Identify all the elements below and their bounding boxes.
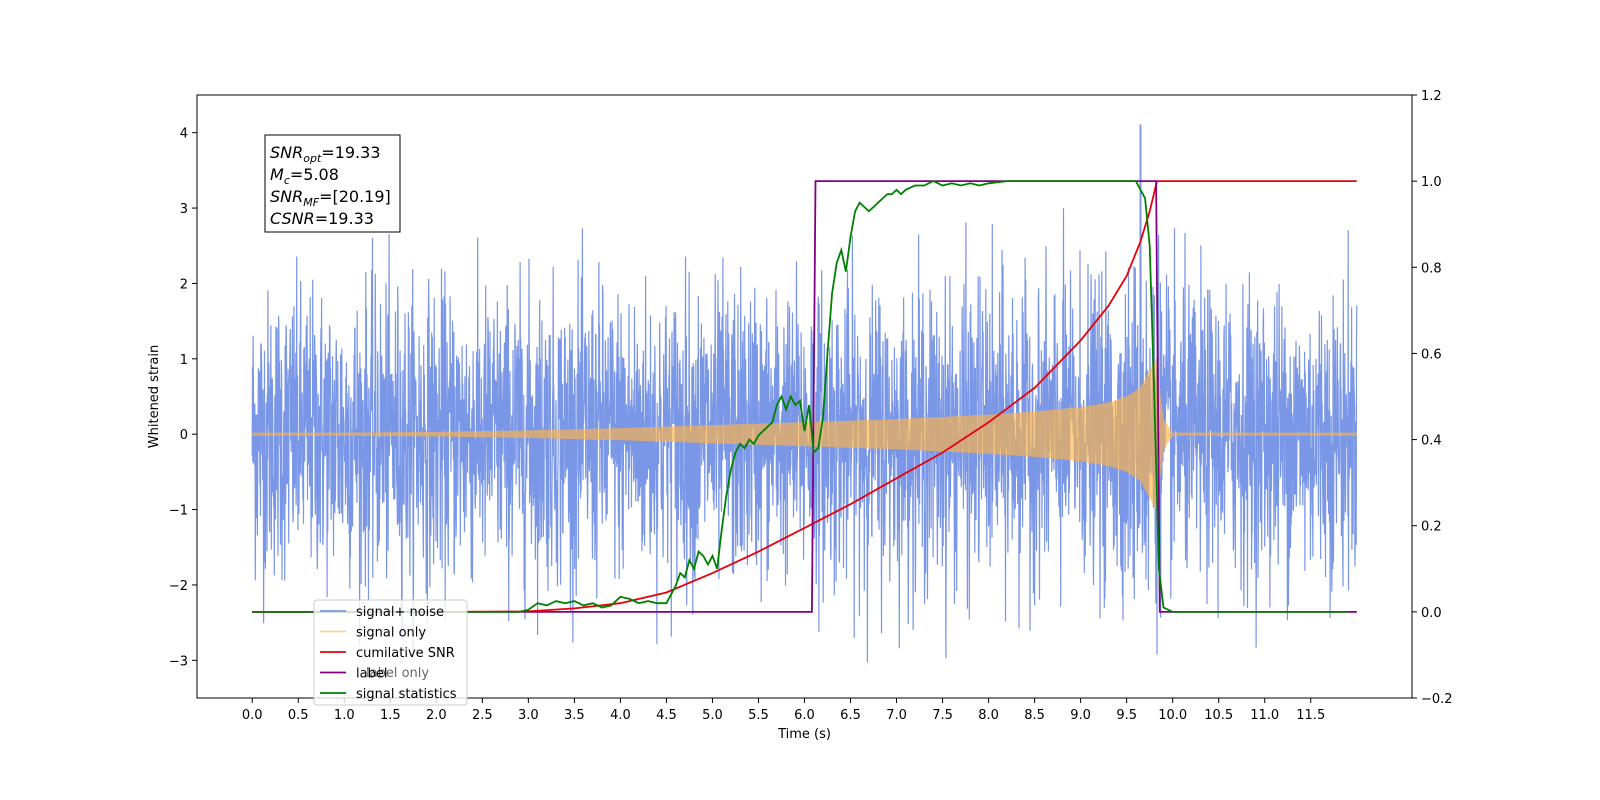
x-tick-label: 10.5 (1204, 708, 1233, 723)
series-cumilative-snr (252, 180, 1357, 613)
x-tick-label: 1.5 (380, 708, 401, 723)
x-tick-label: 4.5 (656, 708, 677, 723)
legend-label: cumilative SNR (356, 646, 455, 661)
annotation-subscript: c (284, 174, 290, 187)
annotation-symbol: CSNR (270, 209, 315, 228)
annotation-subscript: MF (303, 196, 319, 209)
annotation-symbol: SNR (270, 187, 303, 206)
x-tick-label: 3.0 (518, 708, 539, 723)
annotation-line: CSNR=19.33 (270, 209, 374, 228)
axes: 0.0 0.5 1.0 1.5 2.0 2.5 3.0 3.5 4.0 4.5 5.0 5.5 6.0 6… (147, 89, 1453, 742)
x-tick-label: 9.5 (1116, 708, 1137, 723)
x-tick-label: 5.5 (748, 708, 769, 723)
annotation-line: SNRopt=19.33 (270, 143, 381, 165)
annotation-value: =19.33 (321, 143, 380, 162)
x-tick-label: 5.0 (702, 708, 723, 723)
y-left-tick-label: −3 (169, 654, 188, 669)
x-tick-label: 6.0 (794, 708, 815, 723)
legend-label: signal only (356, 626, 426, 641)
annotation-frame (264, 134, 401, 233)
y-right-tick-label: 0.2 (1421, 520, 1442, 535)
y-left-tick-label: −1 (169, 504, 188, 519)
y-axis-label: Whitened strain (147, 345, 162, 448)
series-signal-only (251, 358, 1358, 509)
x-tick-label: 2.0 (426, 708, 447, 723)
x-tick-label: 10.0 (1158, 708, 1187, 723)
annotation-line: Mc=5.08 (270, 165, 339, 187)
plot-area (251, 124, 1358, 663)
x-tick-label: 1.0 (334, 708, 355, 723)
legend-occluded-label: label only (366, 666, 429, 681)
x-tick-label: 7.0 (886, 708, 907, 723)
x-tick-label: 7.5 (932, 708, 953, 723)
y-left-tick-label: 0 (180, 428, 188, 443)
x-tick-label: 8.5 (1024, 708, 1045, 723)
y-right-tick-label: 0.0 (1421, 606, 1442, 621)
x-tick-label: 2.5 (472, 708, 493, 723)
x-tick-label: 8.0 (978, 708, 999, 723)
legend: label only signal+ noise signal only cumila… (313, 599, 468, 706)
series-group (251, 124, 1358, 663)
y-right-tick-label: 0.6 (1421, 347, 1442, 362)
y-right-tick-label: 0.8 (1421, 261, 1442, 276)
legend-frame (313, 599, 468, 706)
y-left-tick-label: 3 (180, 202, 188, 217)
y-right-tick-label: −0.2 (1421, 692, 1453, 707)
legend-label: label (356, 667, 387, 682)
x-tick-label: 9.0 (1070, 708, 1091, 723)
x-tick-label: 11.0 (1250, 708, 1279, 723)
annotation-symbol: M (270, 165, 284, 184)
y-left-tick-label: −2 (169, 579, 188, 594)
x-tick-label: 0.5 (288, 708, 309, 723)
annotation-value: =19.33 (315, 209, 374, 228)
annotation-line: SNRMF=[20.19] (270, 187, 391, 209)
x-tick-label: 3.5 (564, 708, 585, 723)
y-left-tick-label: 2 (180, 277, 188, 292)
y-right-tick-label: 1.2 (1421, 89, 1442, 104)
y-left-tick-label: 1 (180, 353, 188, 368)
x-tick-label: 4.0 (610, 708, 631, 723)
annotation-value: =5.08 (290, 165, 339, 184)
annotation-symbol: SNR (270, 143, 303, 162)
x-tick-label: 6.5 (840, 708, 861, 723)
y-right-tick-label: 0.4 (1421, 434, 1442, 449)
annotation-box: SNRopt=19.33Mc=5.08SNRMF=[20.19]CSNR=19.… (264, 134, 401, 233)
y-right-tick-label: 1.0 (1421, 175, 1442, 190)
annotation-value: =[20.19] (319, 187, 391, 206)
x-tick-label: 0.0 (242, 708, 263, 723)
legend-label: signal statistics (356, 687, 457, 702)
x-axis-label: Time (s) (777, 727, 831, 742)
annotation-subscript: opt (303, 152, 322, 165)
series-signal-statistics (252, 180, 1348, 613)
x-tick-label: 11.5 (1296, 708, 1325, 723)
legend-label: signal+ noise (356, 605, 444, 620)
y-left-tick-label: 4 (180, 127, 188, 142)
